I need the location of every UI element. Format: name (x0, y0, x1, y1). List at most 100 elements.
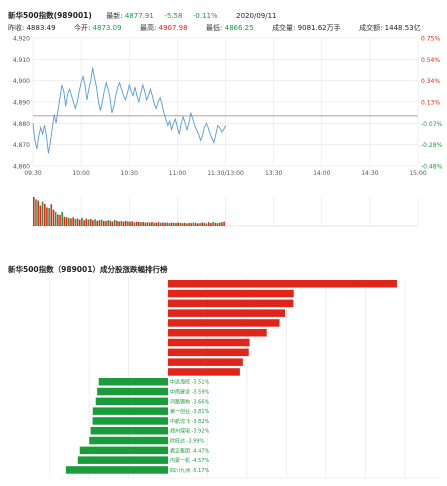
volume-bar (113, 219, 116, 226)
price-point (203, 127, 205, 128)
volume-bar (216, 223, 219, 226)
price-point (221, 131, 222, 133)
price-point (117, 86, 119, 88)
ranking-label: 君正集团 -4.47% (170, 447, 210, 454)
ranking-label: 伊立浦 3.64% (205, 369, 238, 376)
price-point (161, 103, 163, 105)
price-point (55, 122, 57, 124)
ranking-bar (168, 368, 240, 376)
ranking-bar (168, 289, 294, 298)
volume-bar (118, 221, 120, 226)
volume-bar (129, 221, 131, 226)
volume-bar (159, 222, 162, 226)
x-tick-labels: 09:30 10:00 10:30 11:00 11:30/13:00 13:30 14:0… (24, 170, 426, 177)
volume-value: 9081.62万手 (297, 24, 341, 32)
amount-value: 1448.53亿 (384, 24, 421, 32)
y-tick-label: 4,870 (13, 142, 30, 149)
volume-bar (192, 222, 195, 226)
price-point (76, 101, 78, 103)
volume-bars (33, 197, 225, 226)
volume-bar (107, 220, 109, 226)
change-value: -5.58 (164, 12, 183, 20)
x-tick-label: 10:00 (72, 170, 89, 177)
volume-bar (190, 223, 193, 226)
price-point (119, 82, 120, 84)
price-point (134, 86, 136, 88)
volume-bar (59, 214, 61, 226)
price-point (167, 125, 169, 126)
volume-bar (116, 220, 118, 226)
price-point (86, 99, 88, 101)
ranking-bar (77, 456, 168, 464)
price-point (153, 103, 155, 105)
price-point (59, 97, 61, 99)
price-point (100, 110, 101, 111)
volume-bar (186, 223, 188, 226)
price-point (180, 122, 182, 124)
price-point (107, 88, 109, 90)
volume-bar (72, 217, 74, 226)
price-point (171, 129, 172, 131)
ranking-bar (168, 358, 243, 366)
price-point (42, 133, 43, 135)
price-point (150, 88, 151, 90)
volume-bar (179, 222, 182, 226)
price-point (57, 110, 59, 111)
ranking-label: 中南建设 -3.59% (170, 389, 210, 396)
volume-bar (146, 222, 149, 226)
volume-bar (212, 221, 214, 226)
ranking-label: 片仔癀 5.93% (251, 310, 284, 317)
price-point (96, 86, 97, 88)
volume-bar (173, 222, 175, 226)
volume-bar (197, 223, 199, 226)
price-point (67, 93, 68, 94)
price-point (138, 101, 140, 103)
quote-header-row2: 昨收: 4883.49 今开: 4873.09 最高: 4907.98 最低: … (8, 23, 421, 33)
ranking-label: 长春高新 4.13% (210, 340, 248, 347)
price-point (178, 133, 180, 135)
trade-date: 2020/09/11 (236, 12, 277, 20)
volume-bar (148, 222, 151, 226)
volume-bar (81, 217, 83, 226)
volume-bar (63, 216, 66, 226)
x-tick-label: 11:00 (169, 170, 186, 177)
y-tick-label-right: 0.13% (421, 100, 440, 107)
price-point (194, 125, 196, 126)
price-point (163, 112, 165, 114)
y-tick-label-right: -0.07% (421, 121, 443, 128)
prev-close-label: 昨收: (8, 24, 25, 32)
ranking-bar (168, 280, 397, 288)
ranking-bar (168, 309, 286, 317)
volume-bar (223, 221, 225, 226)
ranking-bar (168, 348, 249, 357)
volume-bar (50, 204, 53, 226)
price-point (111, 112, 113, 114)
price-point (173, 122, 174, 124)
intraday-chart: 4,920 4,910 4,900 4,890 4,880 4,870 4,860 0.75… (13, 36, 443, 227)
volume-bar (78, 219, 81, 226)
x-tick-label: 09:30 (24, 170, 41, 177)
price-point (84, 84, 86, 86)
volume-bar (105, 221, 107, 226)
volume-bar (157, 222, 160, 226)
prev-close-value: 4883.49 (26, 24, 56, 32)
price-point (53, 114, 55, 116)
y-tick-labels-right: 0.75% 0.54% 0.34% 0.13% -0.07% -0.28% -0.48% (421, 36, 443, 171)
price-point (146, 99, 147, 101)
price-point (142, 84, 144, 86)
volume-bar (199, 223, 201, 226)
price-point (223, 129, 224, 131)
price-point (98, 101, 99, 103)
ranking-bar (89, 436, 168, 445)
price-point (211, 137, 213, 139)
latest-label: 最新: (106, 12, 123, 20)
price-point (177, 127, 178, 128)
volume-bar (70, 218, 72, 226)
price-point (219, 127, 221, 128)
y-tick-label: 4,920 (13, 36, 30, 43)
ranking-bar (168, 319, 280, 327)
index-name: 新华500指数(989001) (8, 11, 92, 20)
ranking-label: 欧菲光 3.79% (208, 359, 241, 366)
volume-bar (65, 217, 68, 226)
volume-bar (166, 222, 169, 226)
